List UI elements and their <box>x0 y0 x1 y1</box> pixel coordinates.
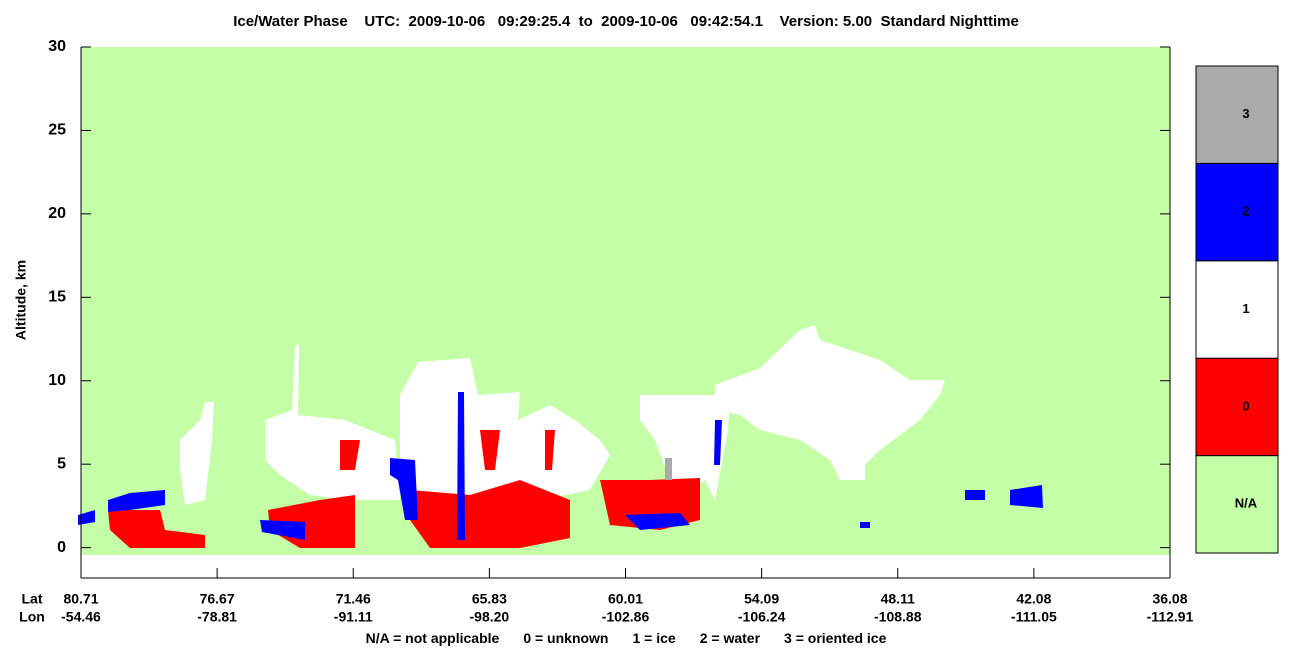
x-tick-label: 65.83 <box>472 591 507 607</box>
colorbar-label: 0 <box>1242 398 1249 413</box>
footnote-item: 0 = unknown <box>523 630 608 646</box>
x-tick-label: 36.08 <box>1152 591 1187 607</box>
colorbar-segment <box>1195 357 1279 457</box>
colorbar-label: 1 <box>1242 301 1249 316</box>
y-axis-label: Altitude, km <box>13 260 29 340</box>
y-tick-label: 5 <box>57 455 66 472</box>
colorbar-segment <box>1195 162 1279 262</box>
footnote-item: 3 = oriented ice <box>784 630 887 646</box>
cloud-field <box>78 325 1043 548</box>
x-tick-label: 76.67 <box>200 591 235 607</box>
x-tick-label: -106.24 <box>738 609 786 625</box>
footnote-item: 1 = ice <box>633 630 676 646</box>
y-tick-label: 20 <box>48 205 66 222</box>
chart-title: Ice/Water Phase UTC: 2009-10-06 09:29:25… <box>233 13 1019 30</box>
x-tick-label: 48.11 <box>881 591 915 607</box>
x-tick-label: 54.09 <box>744 591 779 607</box>
colorbar-label: 3 <box>1242 106 1249 121</box>
x-tick-label: -108.88 <box>874 609 922 625</box>
x-tick-label: -54.46 <box>61 609 101 625</box>
plot-background <box>81 47 1170 555</box>
y-tick-label: 15 <box>48 289 66 306</box>
colorbar-label: 2 <box>1242 204 1249 219</box>
x-tick-label: -78.81 <box>197 609 237 625</box>
row-label: Lat <box>22 591 43 607</box>
colorbar-segment <box>1195 260 1279 359</box>
x-tick-label: -98.20 <box>470 609 510 625</box>
colorbar-label: N/A <box>1235 496 1258 511</box>
x-tick-label: 80.71 <box>63 591 98 607</box>
y-tick-label: 10 <box>48 372 66 389</box>
y-tick-label: 30 <box>48 38 66 55</box>
x-tick-label: -112.91 <box>1147 609 1194 625</box>
footnote-item: 2 = water <box>700 630 761 646</box>
x-tick-label: -111.05 <box>1011 609 1057 625</box>
footnote-item: N/A = not applicable <box>366 630 500 646</box>
row-label: Lon <box>19 609 45 625</box>
colorbar-segment <box>1195 65 1279 164</box>
y-tick-label: 25 <box>48 122 66 139</box>
x-tick-label: 60.01 <box>608 591 643 607</box>
x-tick-label: -102.86 <box>602 609 650 625</box>
x-tick-label: 42.08 <box>1016 591 1051 607</box>
x-tick-label: -91.11 <box>334 609 373 625</box>
x-tick-label: 71.46 <box>336 591 371 607</box>
footnote: N/A = not applicable 0 = unknown 1 = ice 2 … <box>366 630 887 646</box>
y-tick-label: 0 <box>57 539 66 556</box>
